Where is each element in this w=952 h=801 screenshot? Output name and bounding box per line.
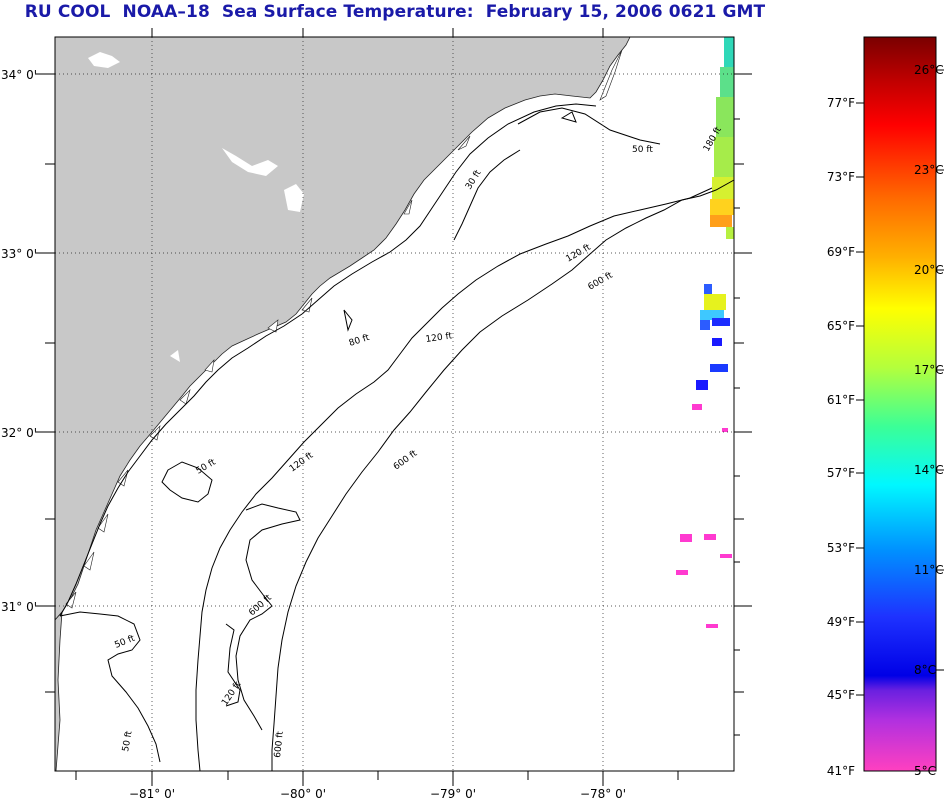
fahrenheit-label: 73°F bbox=[827, 170, 855, 184]
lat-label: 31° 0' bbox=[1, 600, 37, 614]
fahrenheit-label: 69°F bbox=[827, 245, 855, 259]
contour-shoal-2 bbox=[225, 623, 241, 707]
colorbar-ticks bbox=[856, 69, 944, 696]
celsius-labels: 26°C 23°C 20°C 17°C 14°C 11°C 8°C 5°C bbox=[914, 63, 944, 778]
contour-label: 50 ft bbox=[121, 730, 135, 753]
land-mass bbox=[54, 36, 631, 622]
lat-label: 32° 0' bbox=[1, 426, 37, 440]
contour-600ft bbox=[271, 179, 735, 771]
fahrenheit-label: 61°F bbox=[827, 393, 855, 407]
contour-120ft bbox=[195, 187, 713, 772]
fahrenheit-label: 65°F bbox=[827, 319, 855, 333]
fahrenheit-label: 45°F bbox=[827, 688, 855, 702]
fahrenheit-label: 77°F bbox=[827, 96, 855, 110]
map-title: RU COOL NOAA–18 Sea Surface Temperature:… bbox=[24, 2, 766, 22]
lon-label: −80° 0' bbox=[280, 787, 326, 801]
celsius-label: 8°C bbox=[914, 663, 936, 677]
contour-shoal-5 bbox=[560, 111, 577, 123]
contour-shoal-4 bbox=[343, 309, 353, 332]
lon-label: −81° 0' bbox=[129, 787, 175, 801]
bathymetry-contours bbox=[59, 103, 735, 772]
contour-30ft bbox=[453, 149, 521, 241]
contour-shelf-50ft bbox=[59, 103, 597, 617]
contour-shallow bbox=[161, 461, 213, 503]
fahrenheit-label: 57°F bbox=[827, 466, 855, 480]
lat-label: 34° 0' bbox=[1, 68, 37, 82]
contour-shoal-3 bbox=[59, 611, 161, 763]
sst-data-swath bbox=[676, 37, 734, 628]
map-frame bbox=[54, 36, 735, 772]
contour-50ft bbox=[517, 107, 661, 145]
fahrenheit-label: 41°F bbox=[827, 764, 855, 778]
sst-map[interactable]: 50 ft 30 ft 120 ft 600 ft 180 ft 80 ft 1… bbox=[0, 0, 760, 801]
contour-label: 50 ft bbox=[632, 145, 653, 155]
lon-label: −79° 0' bbox=[430, 787, 476, 801]
celsius-label: 23°C bbox=[914, 163, 944, 177]
contour-shoal-1 bbox=[235, 503, 301, 731]
contour-label: 600 ft bbox=[273, 730, 286, 758]
celsius-label: 11°C bbox=[914, 563, 944, 577]
lon-label: −78° 0' bbox=[580, 787, 626, 801]
fahrenheit-label: 53°F bbox=[827, 541, 855, 555]
celsius-label: 20°C bbox=[914, 263, 944, 277]
coastal-islands bbox=[65, 49, 623, 609]
lat-label: 33° 0' bbox=[1, 247, 37, 261]
axis-ticks bbox=[35, 28, 752, 786]
fahrenheit-label: 49°F bbox=[827, 615, 855, 629]
longitude-labels: −81° 0' −80° 0' −79° 0' −78° 0' bbox=[129, 787, 626, 801]
colorbar-gradient bbox=[863, 36, 937, 772]
celsius-label: 14°C bbox=[914, 463, 944, 477]
latitude-labels: 34° 0' 33° 0' 32° 0' 31° 0' bbox=[1, 68, 37, 614]
celsius-label: 5°C bbox=[914, 764, 936, 778]
celsius-label: 17°C bbox=[914, 363, 944, 377]
fahrenheit-labels: 77°F 73°F 69°F 65°F 61°F 57°F 53°F 49°F … bbox=[827, 96, 855, 778]
contour-label: 120 ft bbox=[425, 331, 453, 345]
celsius-label: 26°C bbox=[914, 63, 944, 77]
